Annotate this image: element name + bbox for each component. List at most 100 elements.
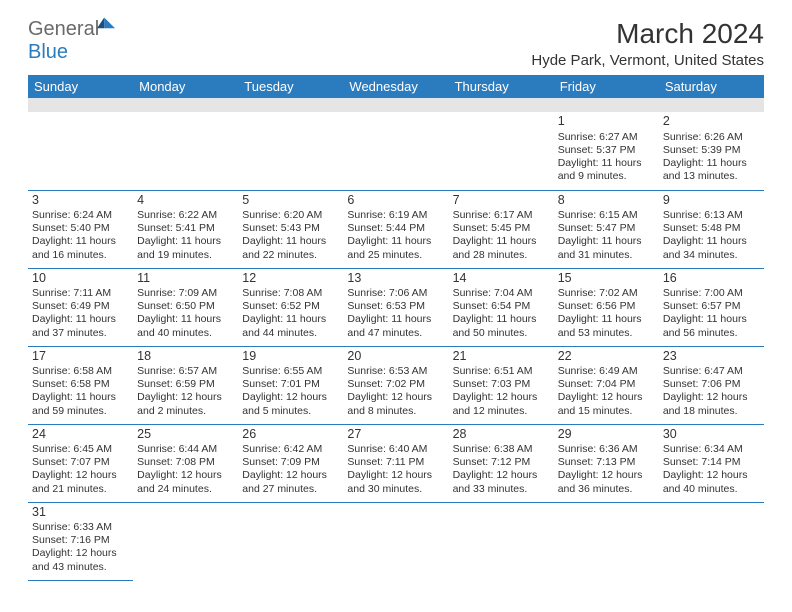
sunset-line: Sunset: 5:45 PM bbox=[453, 222, 550, 235]
sunset-line: Sunset: 7:08 PM bbox=[137, 456, 234, 469]
daylight-line: Daylight: 12 hours bbox=[347, 391, 444, 404]
day-number: 19 bbox=[242, 349, 339, 365]
daylight-line: Daylight: 12 hours bbox=[242, 391, 339, 404]
sunset-line: Sunset: 7:11 PM bbox=[347, 456, 444, 469]
calendar-cell bbox=[554, 502, 659, 580]
daylight-line: Daylight: 11 hours bbox=[558, 157, 655, 170]
location: Hyde Park, Vermont, United States bbox=[531, 52, 764, 69]
calendar-cell: 26Sunrise: 6:42 AMSunset: 7:09 PMDayligh… bbox=[238, 424, 343, 502]
sunset-line: Sunset: 6:56 PM bbox=[558, 300, 655, 313]
sunset-line: Sunset: 5:48 PM bbox=[663, 222, 760, 235]
sunset-line: Sunset: 6:50 PM bbox=[137, 300, 234, 313]
calendar-cell: 25Sunrise: 6:44 AMSunset: 7:08 PMDayligh… bbox=[133, 424, 238, 502]
sunrise-line: Sunrise: 6:33 AM bbox=[32, 521, 129, 534]
daylight-line: and 27 minutes. bbox=[242, 483, 339, 496]
daylight-line: and 59 minutes. bbox=[32, 405, 129, 418]
day-number: 6 bbox=[347, 193, 444, 209]
day-number: 5 bbox=[242, 193, 339, 209]
day-number: 28 bbox=[453, 427, 550, 443]
sunset-line: Sunset: 5:40 PM bbox=[32, 222, 129, 235]
sunset-line: Sunset: 5:47 PM bbox=[558, 222, 655, 235]
sunrise-line: Sunrise: 6:20 AM bbox=[242, 209, 339, 222]
sunrise-line: Sunrise: 6:55 AM bbox=[242, 365, 339, 378]
daylight-line: and 40 minutes. bbox=[663, 483, 760, 496]
daylight-line: and 12 minutes. bbox=[453, 405, 550, 418]
daylight-line: Daylight: 12 hours bbox=[558, 469, 655, 482]
calendar-cell: 31Sunrise: 6:33 AMSunset: 7:16 PMDayligh… bbox=[28, 502, 133, 580]
daylight-line: and 24 minutes. bbox=[137, 483, 234, 496]
daylight-line: Daylight: 11 hours bbox=[32, 391, 129, 404]
daylight-line: and 50 minutes. bbox=[453, 327, 550, 340]
logo-text: GeneralBlue bbox=[28, 18, 117, 64]
weekday-header: Saturday bbox=[659, 75, 764, 98]
daylight-line: and 36 minutes. bbox=[558, 483, 655, 496]
sunset-line: Sunset: 5:44 PM bbox=[347, 222, 444, 235]
calendar-cell: 24Sunrise: 6:45 AMSunset: 7:07 PMDayligh… bbox=[28, 424, 133, 502]
daylight-line: and 47 minutes. bbox=[347, 327, 444, 340]
calendar-cell: 9Sunrise: 6:13 AMSunset: 5:48 PMDaylight… bbox=[659, 190, 764, 268]
day-number: 31 bbox=[32, 505, 129, 521]
calendar-cell bbox=[449, 112, 554, 190]
calendar-cell: 17Sunrise: 6:58 AMSunset: 6:58 PMDayligh… bbox=[28, 346, 133, 424]
calendar-cell: 12Sunrise: 7:08 AMSunset: 6:52 PMDayligh… bbox=[238, 268, 343, 346]
sunrise-line: Sunrise: 6:45 AM bbox=[32, 443, 129, 456]
calendar-cell: 10Sunrise: 7:11 AMSunset: 6:49 PMDayligh… bbox=[28, 268, 133, 346]
daylight-line: and 8 minutes. bbox=[347, 405, 444, 418]
sunrise-line: Sunrise: 6:17 AM bbox=[453, 209, 550, 222]
day-number: 14 bbox=[453, 271, 550, 287]
sunrise-line: Sunrise: 6:24 AM bbox=[32, 209, 129, 222]
day-number: 16 bbox=[663, 271, 760, 287]
sunset-line: Sunset: 5:39 PM bbox=[663, 144, 760, 157]
sunset-line: Sunset: 5:41 PM bbox=[137, 222, 234, 235]
daylight-line: Daylight: 11 hours bbox=[453, 235, 550, 248]
sunrise-line: Sunrise: 6:58 AM bbox=[32, 365, 129, 378]
daylight-line: Daylight: 12 hours bbox=[663, 391, 760, 404]
daylight-line: Daylight: 12 hours bbox=[32, 547, 129, 560]
day-number: 12 bbox=[242, 271, 339, 287]
day-number: 17 bbox=[32, 349, 129, 365]
calendar-cell: 23Sunrise: 6:47 AMSunset: 7:06 PMDayligh… bbox=[659, 346, 764, 424]
calendar-cell: 2Sunrise: 6:26 AMSunset: 5:39 PMDaylight… bbox=[659, 112, 764, 190]
sunrise-line: Sunrise: 6:19 AM bbox=[347, 209, 444, 222]
calendar-cell: 8Sunrise: 6:15 AMSunset: 5:47 PMDaylight… bbox=[554, 190, 659, 268]
calendar-week: 31Sunrise: 6:33 AMSunset: 7:16 PMDayligh… bbox=[28, 502, 764, 580]
sunset-line: Sunset: 7:02 PM bbox=[347, 378, 444, 391]
calendar-cell: 11Sunrise: 7:09 AMSunset: 6:50 PMDayligh… bbox=[133, 268, 238, 346]
daylight-line: Daylight: 11 hours bbox=[242, 235, 339, 248]
sunrise-line: Sunrise: 6:27 AM bbox=[558, 131, 655, 144]
daylight-line: and 28 minutes. bbox=[453, 249, 550, 262]
calendar-week: 3Sunrise: 6:24 AMSunset: 5:40 PMDaylight… bbox=[28, 190, 764, 268]
calendar-week: 10Sunrise: 7:11 AMSunset: 6:49 PMDayligh… bbox=[28, 268, 764, 346]
title-block: March 2024 Hyde Park, Vermont, United St… bbox=[531, 18, 764, 69]
daylight-line: Daylight: 11 hours bbox=[558, 313, 655, 326]
daylight-line: Daylight: 11 hours bbox=[347, 313, 444, 326]
sunrise-line: Sunrise: 7:08 AM bbox=[242, 287, 339, 300]
daylight-line: Daylight: 12 hours bbox=[558, 391, 655, 404]
calendar-cell: 30Sunrise: 6:34 AMSunset: 7:14 PMDayligh… bbox=[659, 424, 764, 502]
daylight-line: Daylight: 11 hours bbox=[242, 313, 339, 326]
weekday-header: Monday bbox=[133, 75, 238, 98]
calendar-week: 17Sunrise: 6:58 AMSunset: 6:58 PMDayligh… bbox=[28, 346, 764, 424]
sunrise-line: Sunrise: 6:34 AM bbox=[663, 443, 760, 456]
sunset-line: Sunset: 6:49 PM bbox=[32, 300, 129, 313]
calendar-cell bbox=[343, 502, 448, 580]
daylight-line: Daylight: 11 hours bbox=[32, 235, 129, 248]
daylight-line: Daylight: 12 hours bbox=[137, 391, 234, 404]
daylight-line: Daylight: 11 hours bbox=[137, 235, 234, 248]
daylight-line: and 25 minutes. bbox=[347, 249, 444, 262]
calendar-cell: 20Sunrise: 6:53 AMSunset: 7:02 PMDayligh… bbox=[343, 346, 448, 424]
day-number: 23 bbox=[663, 349, 760, 365]
calendar-cell: 13Sunrise: 7:06 AMSunset: 6:53 PMDayligh… bbox=[343, 268, 448, 346]
calendar-cell bbox=[133, 112, 238, 190]
calendar-cell: 22Sunrise: 6:49 AMSunset: 7:04 PMDayligh… bbox=[554, 346, 659, 424]
weekday-header: Thursday bbox=[449, 75, 554, 98]
calendar-cell: 1Sunrise: 6:27 AMSunset: 5:37 PMDaylight… bbox=[554, 112, 659, 190]
day-number: 9 bbox=[663, 193, 760, 209]
sunrise-line: Sunrise: 7:04 AM bbox=[453, 287, 550, 300]
sunset-line: Sunset: 6:59 PM bbox=[137, 378, 234, 391]
daylight-line: and 13 minutes. bbox=[663, 170, 760, 183]
sunset-line: Sunset: 7:09 PM bbox=[242, 456, 339, 469]
day-number: 29 bbox=[558, 427, 655, 443]
calendar-cell: 29Sunrise: 6:36 AMSunset: 7:13 PMDayligh… bbox=[554, 424, 659, 502]
calendar-cell bbox=[238, 502, 343, 580]
